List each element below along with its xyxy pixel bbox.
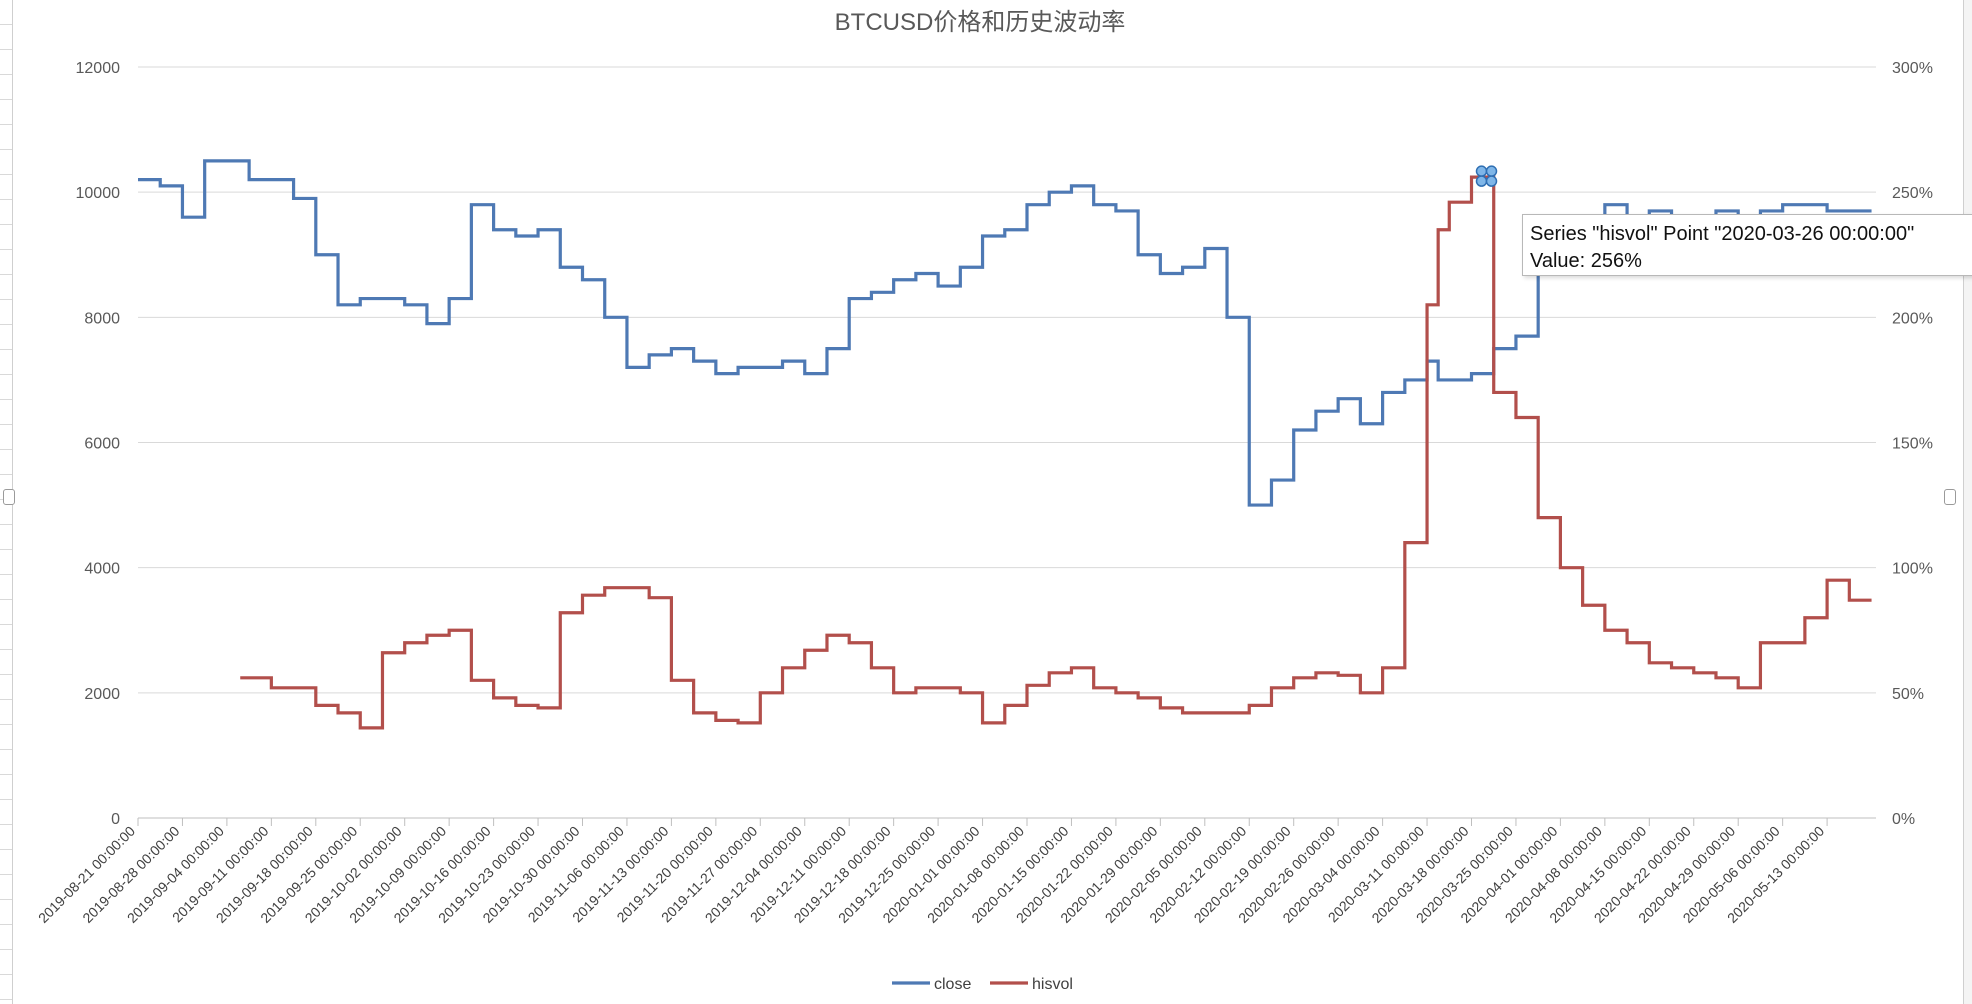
- left-tick-label: 0: [111, 811, 120, 828]
- right-tick-label: 0%: [1892, 811, 1915, 828]
- legend-label-close: close: [934, 976, 971, 993]
- selection-handle[interactable]: [1485, 165, 1498, 177]
- selection-handle[interactable]: [1475, 165, 1488, 177]
- axes-layer: 0 2000 4000 6000 8000 10000 12000 0% 50% 100% 150%…: [35, 60, 1933, 926]
- left-tick-label: 10000: [76, 185, 121, 202]
- tooltip-value-line: Value: 256%: [1530, 250, 1642, 272]
- legend: close hisvol: [892, 976, 1073, 993]
- right-tick-label: 100%: [1892, 561, 1933, 578]
- chart-resize-handle-left[interactable]: [3, 489, 15, 505]
- series-line-hisvol[interactable]: [240, 175, 1872, 730]
- right-tick-label: 250%: [1892, 185, 1933, 202]
- right-tick-label: 50%: [1892, 686, 1924, 703]
- right-tick-label: 300%: [1892, 60, 1933, 77]
- left-tick-label: 8000: [84, 310, 120, 327]
- series-line-close[interactable]: [138, 159, 1872, 507]
- chart-resize-handle-right[interactable]: [1944, 489, 1956, 505]
- selected-point-marker[interactable]: [1475, 165, 1498, 187]
- point-tooltip: Series "hisvol" Point "2020-03-26 00:00:…: [1522, 214, 1972, 276]
- left-tick-label: 6000: [84, 436, 120, 453]
- right-tick-label: 200%: [1892, 310, 1933, 327]
- left-tick-label: 2000: [84, 686, 120, 703]
- chart-title: BTCUSD价格和历史波动率: [835, 9, 1126, 36]
- left-tick-label: 12000: [76, 60, 121, 77]
- selection-handle[interactable]: [1485, 175, 1498, 187]
- tooltip-series-line: Series "hisvol" Point "2020-03-26 00:00:…: [1530, 223, 1915, 245]
- left-tick-label: 4000: [84, 561, 120, 578]
- right-scroll-edge: [1963, 0, 1972, 1004]
- legend-label-hisvol: hisvol: [1032, 976, 1073, 993]
- selection-handle[interactable]: [1475, 175, 1488, 187]
- right-tick-label: 150%: [1892, 436, 1933, 453]
